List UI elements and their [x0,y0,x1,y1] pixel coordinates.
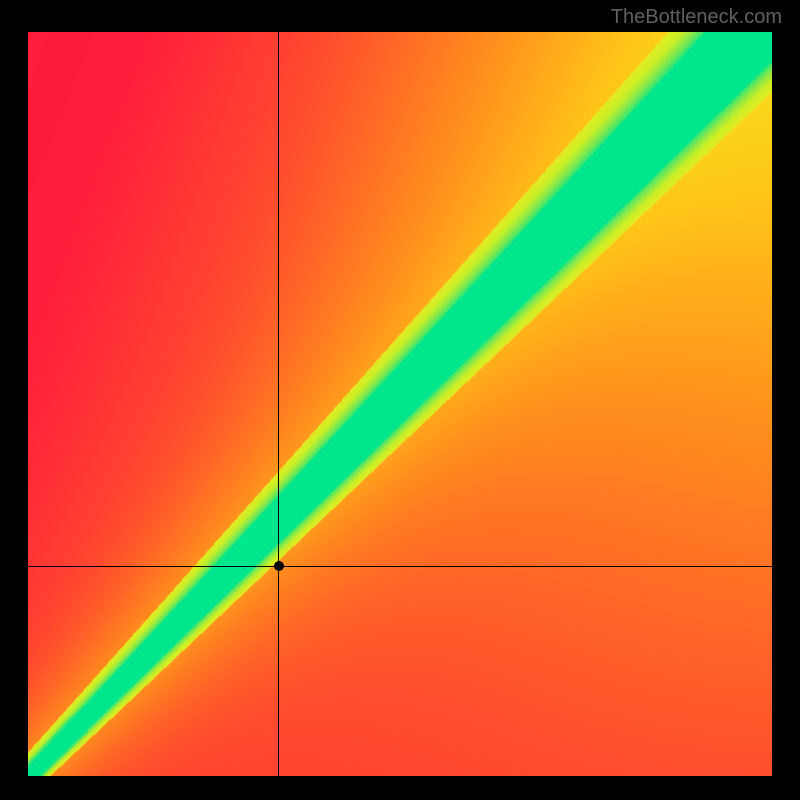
crosshair-vertical [278,32,279,776]
crosshair-marker [274,561,284,571]
watermark-text: TheBottleneck.com [611,6,782,29]
crosshair-horizontal [28,566,772,567]
chart-container: TheBottleneck.com [0,0,800,800]
heatmap-canvas [28,32,772,776]
plot-area [28,32,772,776]
